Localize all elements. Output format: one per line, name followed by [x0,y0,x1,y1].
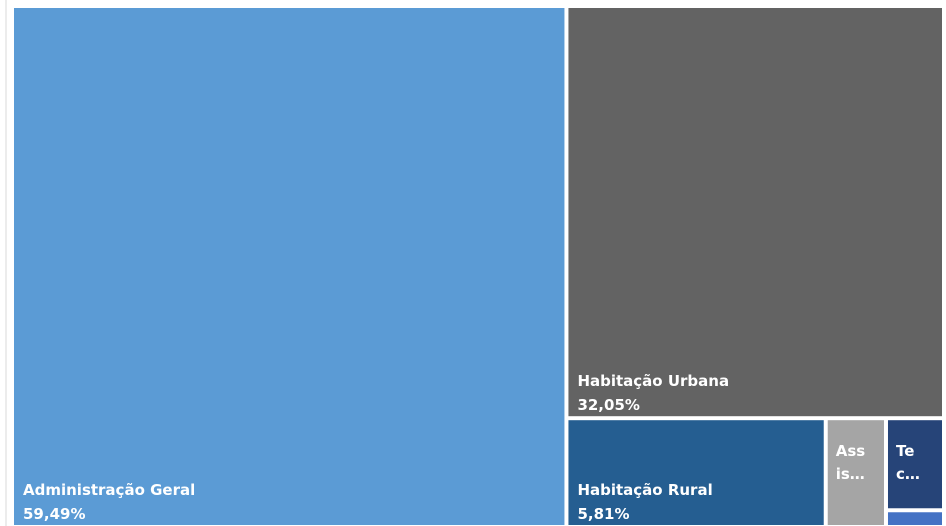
tile-value: 32,05% [577,396,639,414]
tile-label: Habitação Urbana [577,372,729,390]
tile [568,420,824,525]
tile-label-line: Ass [836,442,866,460]
tile-label-line: is… [836,465,865,483]
tile-label-line: Te [896,442,914,460]
tile [887,512,942,525]
tile-label: Ass is… [836,442,866,483]
tile [568,8,942,417]
tile-label: Te c… [896,442,920,483]
tile [827,420,884,525]
tile-value: 5,81% [577,505,629,523]
tile-label: Habitação Rural [577,481,712,499]
tile [14,8,565,525]
tile-value: 59,49% [23,505,85,523]
tile-label: Administração Geral [23,481,195,499]
tile-label-line: c… [896,465,920,483]
tile [887,420,942,509]
